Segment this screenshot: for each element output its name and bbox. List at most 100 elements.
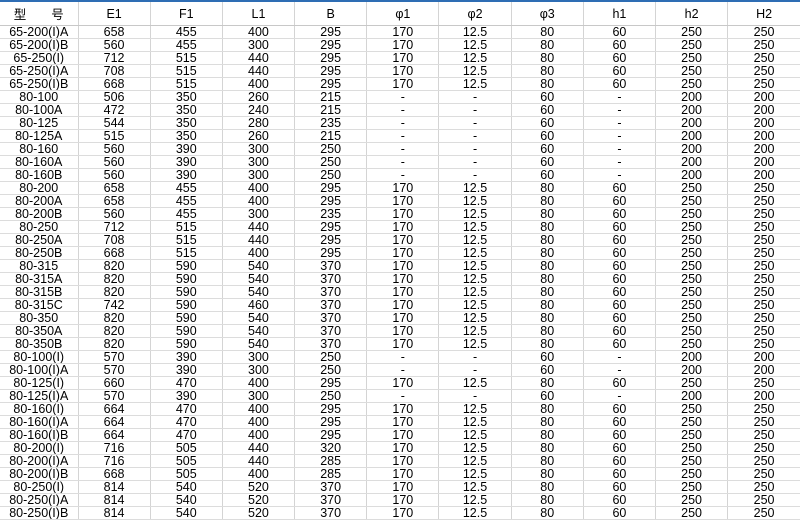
value-cell: 260 [222, 90, 296, 104]
column-header: E1 [78, 2, 151, 26]
model-cell: 80-160 [0, 142, 79, 156]
value-cell: 295 [294, 38, 368, 52]
value-cell: 250 [655, 428, 729, 442]
value-cell: 320 [294, 441, 368, 455]
value-cell: 250 [655, 51, 729, 65]
value-cell: 170 [366, 441, 440, 455]
value-cell: 400 [222, 467, 296, 481]
value-cell: 505 [150, 467, 223, 481]
value-cell: 712 [78, 51, 151, 65]
table-row: 80-350 820 590 540 370 170 12.5 80 60 250 250 [0, 311, 800, 325]
value-cell: 250 [727, 337, 800, 351]
value-cell: 250 [727, 246, 800, 260]
value-cell: 370 [294, 506, 368, 520]
table-row: 80-100 506 350 260 215- -60-200 200 [0, 90, 800, 104]
value-cell: 60 [583, 259, 657, 273]
value-cell: 400 [222, 25, 296, 39]
model-cell: 80-315B [0, 285, 79, 299]
value-cell: 250 [727, 298, 800, 312]
value-cell: 80 [511, 207, 584, 221]
value-cell: - [583, 363, 657, 377]
value-cell: 80 [511, 493, 584, 507]
model-cell: 80-350B [0, 337, 79, 351]
value-cell: 300 [222, 350, 296, 364]
value-cell: 60 [583, 194, 657, 208]
value-cell: 295 [294, 25, 368, 39]
model-cell: 80-200(I)A [0, 454, 79, 468]
value-cell: 200 [655, 389, 729, 403]
value-cell: 80 [511, 467, 584, 481]
value-cell: 250 [727, 64, 800, 78]
value-cell: 440 [222, 233, 296, 247]
model-cell: 80-125 [0, 116, 79, 130]
value-cell: 250 [655, 181, 729, 195]
value-cell: 560 [78, 168, 151, 182]
value-cell: 668 [78, 246, 151, 260]
value-cell: 668 [78, 77, 151, 91]
value-cell: 250 [294, 389, 368, 403]
value-cell: 400 [222, 415, 296, 429]
value-cell: 12.5 [438, 259, 512, 273]
value-cell: - [583, 142, 657, 156]
table-row: 80-200(I)B 668 505 400 285 170 12.5 80 60 250 250 [0, 467, 800, 481]
value-cell: 12.5 [438, 402, 512, 416]
value-cell: 80 [511, 220, 584, 234]
value-cell: 540 [222, 311, 296, 325]
value-cell: - [583, 103, 657, 117]
value-cell: 250 [727, 454, 800, 468]
value-cell: 170 [366, 207, 440, 221]
value-cell: 200 [655, 129, 729, 143]
table-row: 80-250 712 515 440 295 170 12.5 80 60 250 250 [0, 220, 800, 234]
value-cell: 60 [583, 207, 657, 221]
value-cell: 200 [655, 168, 729, 182]
value-cell: 370 [294, 272, 368, 286]
value-cell: 820 [78, 285, 151, 299]
value-cell: 250 [655, 246, 729, 260]
value-cell: 390 [150, 363, 223, 377]
value-cell: 250 [727, 38, 800, 52]
value-cell: 250 [655, 38, 729, 52]
column-header: h2 [655, 2, 729, 26]
value-cell: 12.5 [438, 246, 512, 260]
value-cell: 12.5 [438, 233, 512, 247]
value-cell: 716 [78, 441, 151, 455]
value-cell: 664 [78, 428, 151, 442]
table-row: 80-250(I)A 814 540 520 370 170 12.5 80 60 250 250 [0, 493, 800, 507]
value-cell: 260 [222, 129, 296, 143]
table-row: 80-125(I) 660 470 400 295 170 12.5 80 60 250 250 [0, 376, 800, 390]
value-cell: 250 [655, 493, 729, 507]
column-header: φ1 [366, 2, 440, 26]
value-cell: 820 [78, 311, 151, 325]
value-cell: - [583, 90, 657, 104]
value-cell: 80 [511, 77, 584, 91]
value-cell: 12.5 [438, 376, 512, 390]
value-cell: 170 [366, 298, 440, 312]
value-cell: 250 [727, 220, 800, 234]
value-cell: 295 [294, 246, 368, 260]
value-cell: 80 [511, 428, 584, 442]
value-cell: 60 [583, 233, 657, 247]
value-cell: 250 [727, 376, 800, 390]
value-cell: 250 [294, 350, 368, 364]
column-header: h1 [583, 2, 657, 26]
value-cell: 716 [78, 454, 151, 468]
model-cell: 80-125(I) [0, 376, 79, 390]
value-cell: - [438, 168, 512, 182]
value-cell: 250 [727, 428, 800, 442]
value-cell: 370 [294, 337, 368, 351]
table-row: 80-315 820 590 540 370 170 12.5 80 60 250 250 [0, 259, 800, 273]
value-cell: 80 [511, 194, 584, 208]
model-cell: 80-100A [0, 103, 79, 117]
value-cell: 60 [583, 25, 657, 39]
table-row: 80-250(I) 814 540 520 370 170 12.5 80 60 250 250 [0, 480, 800, 494]
value-cell: 390 [150, 168, 223, 182]
table-row: 80-315B 820 590 540 370 170 12.5 80 60 250 250 [0, 285, 800, 299]
table-row: 80-350B 820 590 540 370 170 12.5 80 60 250 250 [0, 337, 800, 351]
value-cell: 250 [727, 51, 800, 65]
value-cell: 250 [655, 415, 729, 429]
table-body: 65-200(I)A 658 455 400 295 170 12.5 80 60 250 250 6… [0, 25, 800, 520]
value-cell: 250 [727, 441, 800, 455]
value-cell: 820 [78, 337, 151, 351]
value-cell: 250 [655, 285, 729, 299]
